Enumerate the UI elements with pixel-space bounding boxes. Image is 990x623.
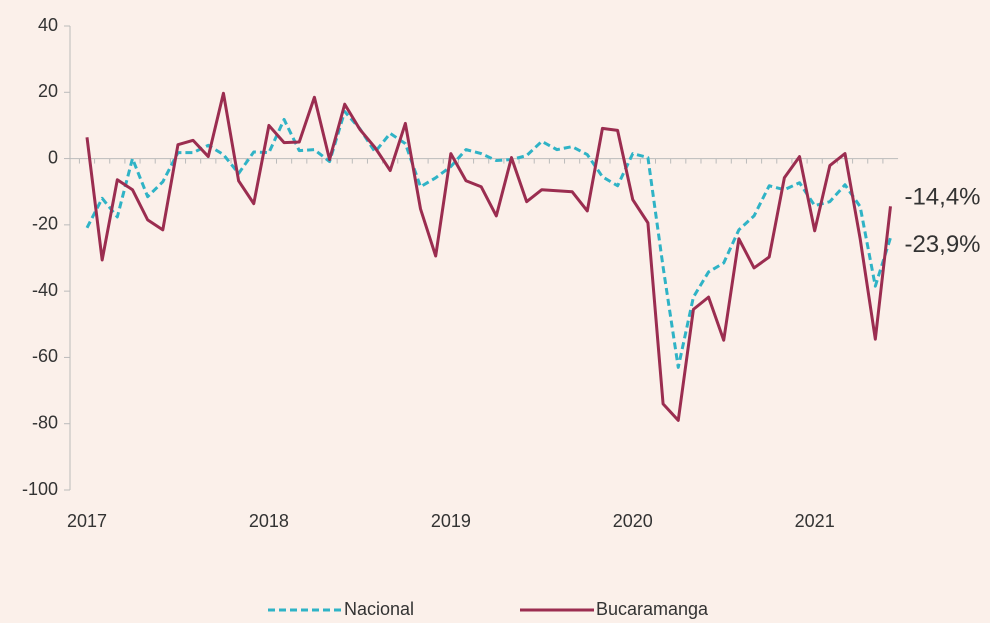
series-line bbox=[85, 110, 892, 369]
x-tick-label: 2021 bbox=[795, 511, 835, 531]
data-label: -23,9% bbox=[904, 231, 980, 258]
y-tick-label: -20 bbox=[32, 214, 58, 234]
y-tick-label: -60 bbox=[32, 346, 58, 366]
y-tick-label: 40 bbox=[38, 15, 58, 35]
data-label: -14,4% bbox=[904, 184, 980, 211]
series-line bbox=[85, 91, 892, 422]
legend-label: Nacional bbox=[344, 599, 414, 619]
x-tick-label: 2018 bbox=[249, 511, 289, 531]
y-tick-label: -100 bbox=[22, 479, 58, 499]
y-tick-label: -40 bbox=[32, 280, 58, 300]
y-tick-label: -80 bbox=[32, 412, 58, 432]
x-tick-label: 2019 bbox=[431, 511, 471, 531]
x-tick-label: 2017 bbox=[67, 511, 107, 531]
x-tick-label: 2020 bbox=[613, 511, 653, 531]
legend-label: Bucaramanga bbox=[596, 599, 709, 619]
y-tick-label: 20 bbox=[38, 81, 58, 101]
y-tick-label: 0 bbox=[48, 147, 58, 167]
